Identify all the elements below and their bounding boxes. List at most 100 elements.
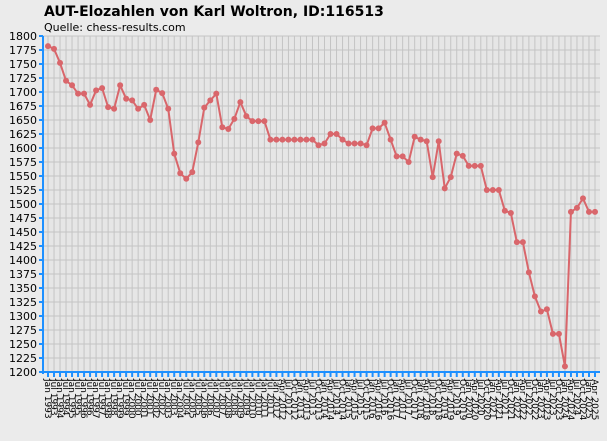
point: [339, 136, 346, 143]
x-tick-label: Jan 2019: [439, 378, 449, 419]
y-tick-label: 1500: [9, 198, 37, 211]
point: [315, 142, 322, 149]
x-tick-label: Jul 2006: [204, 378, 214, 416]
point: [273, 136, 280, 143]
point: [549, 330, 556, 337]
point: [345, 140, 352, 147]
x-tick-label: Jan 2009: [234, 378, 244, 419]
x-tick-label: Jul 2000: [132, 378, 142, 416]
y-tick-label: 1350: [9, 282, 37, 295]
x-tick-label: Jul 2003: [168, 378, 178, 416]
y-tick-label: 1300: [9, 310, 37, 323]
x-tick-label: Apr 2016: [373, 379, 383, 421]
point: [561, 363, 568, 370]
x-tick-label: Apr 2020: [469, 379, 479, 421]
x-tick-label: Jan 1993: [42, 378, 52, 419]
x-tick-label: Jul 2001: [144, 378, 154, 416]
point: [321, 140, 328, 147]
point: [447, 174, 454, 181]
point: [303, 136, 310, 143]
point: [489, 187, 496, 193]
point: [183, 175, 190, 182]
x-tick-label: Oct 2013: [312, 379, 322, 420]
point: [291, 136, 298, 143]
point: [45, 43, 51, 50]
x-tick-label: Jan 2022: [511, 378, 521, 419]
x-tick-label: Oct 2021: [505, 379, 515, 420]
x-tick-label: Jul 2005: [192, 378, 202, 416]
point: [327, 131, 334, 137]
point: [99, 85, 106, 92]
x-tick-label: Jul 2022: [523, 378, 533, 416]
x-tick-label: Jan 2015: [343, 378, 353, 419]
x-tick-label: Jul 2023: [547, 378, 557, 416]
point: [249, 118, 256, 125]
x-tick-label: Jan 2000: [126, 378, 136, 419]
point: [537, 308, 544, 315]
x-tick-label: Apr 2025: [589, 379, 599, 420]
x-tick-label: Oct 2020: [481, 379, 491, 421]
chart-subtitle: Quelle: chess-results.com: [44, 21, 186, 34]
point: [423, 138, 430, 145]
x-tick-label: Apr 2013: [300, 379, 310, 420]
point: [369, 125, 376, 132]
point: [309, 136, 316, 143]
x-tick-label: Jul 1996: [84, 378, 94, 416]
point: [105, 104, 112, 111]
x-tick-label: Apr 2022: [517, 379, 527, 420]
point: [225, 125, 232, 132]
x-tick-label: Jul 2011: [264, 378, 274, 416]
y-tick-label: 1200: [9, 366, 37, 379]
x-tick-label: Oct 2023: [553, 379, 563, 420]
x-tick-label: Apr 2024: [565, 379, 575, 421]
x-tick-label: Jul 2020: [475, 378, 485, 416]
point: [93, 87, 100, 94]
point: [453, 150, 460, 157]
y-tick-label: 1800: [9, 30, 37, 43]
x-tick-label: Jan 1996: [78, 378, 88, 419]
point: [177, 170, 184, 177]
point: [483, 187, 490, 193]
x-tick-label: Oct 2014: [337, 379, 347, 421]
x-tick-label: Jan 2002: [150, 378, 160, 419]
point: [573, 204, 580, 211]
x-tick-label: Apr 2012: [276, 379, 286, 420]
point: [555, 330, 562, 337]
point: [525, 269, 532, 276]
x-tick-label: Oct 2024: [577, 379, 587, 421]
x-tick-label: Jul 2021: [499, 378, 509, 416]
point: [585, 208, 592, 215]
point: [399, 153, 406, 160]
x-tick-label: Jul 2002: [156, 378, 166, 416]
point: [165, 105, 172, 112]
point: [592, 208, 598, 215]
point: [87, 101, 94, 108]
point: [513, 239, 520, 246]
x-tick-label: Oct 2022: [529, 379, 539, 420]
x-tick-label: Jan 2006: [198, 378, 208, 419]
y-tick-label: 1550: [9, 170, 37, 183]
x-tick-label: Jan 2007: [210, 378, 220, 419]
x-tick-label: Apr 2018: [421, 379, 431, 421]
x-tick-label: Oct 2016: [385, 379, 395, 421]
x-tick-label: Jul 2017: [403, 378, 413, 416]
point: [579, 195, 586, 202]
point: [375, 125, 382, 132]
x-tick-label: Jul 2018: [427, 378, 437, 416]
x-tick-label: Jan 2013: [294, 378, 304, 419]
point: [333, 131, 340, 137]
point: [57, 59, 64, 66]
x-tick-label: Jul 2008: [228, 378, 238, 416]
point: [195, 139, 202, 146]
point: [123, 95, 130, 102]
point: [75, 90, 82, 97]
x-tick-label: Jan 1999: [114, 378, 124, 419]
x-tick-label: Jan 2024: [559, 378, 569, 419]
x-tick-label: Jul 2010: [252, 378, 262, 416]
y-tick-label: 1750: [9, 58, 37, 71]
point: [129, 97, 136, 104]
point: [531, 293, 538, 300]
x-tick-label: Jan 2010: [246, 378, 256, 419]
point: [543, 306, 550, 313]
point: [411, 133, 418, 140]
